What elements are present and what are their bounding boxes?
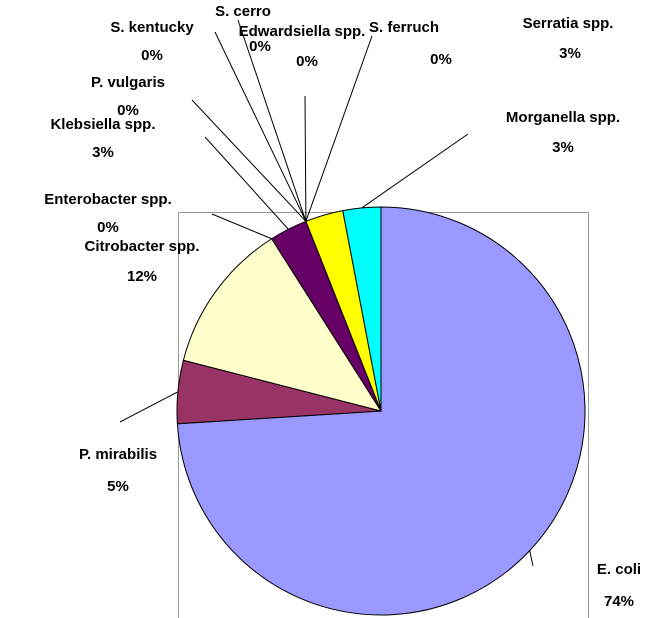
slice-value-label: 0% [430,51,452,68]
slice-value-label: 0% [117,102,139,119]
leader-line [211,213,272,240]
slice-label: Klebsiella spp. [50,116,155,133]
leader-line [191,99,307,222]
slice-label: E. coli [597,561,641,578]
slice-label: P. vulgaris [91,74,165,91]
slice-label: Citrobacter spp. [84,238,199,255]
leader-line [237,19,307,222]
slice-label: S. cerro [215,3,271,20]
slice-value-label: 0% [296,53,318,70]
leader-line [304,95,307,222]
slice-label: Edwardsiella spp. [239,23,366,40]
pie-slice [182,238,383,412]
leader-line [305,35,373,222]
slice-value-label: 12% [127,268,157,285]
slice-value-label: 74% [604,593,634,610]
slice-value-label: 3% [552,139,574,156]
leader-line [214,31,307,222]
leader-line [529,550,534,567]
slice-value-label: 0% [97,219,119,236]
slice-value-label: 5% [107,478,129,495]
leader-line [119,391,179,423]
slice-value-label: 3% [92,144,114,161]
slice-label: Morganella spp. [506,109,620,126]
leader-line [361,133,469,209]
slice-value-label: 0% [249,38,271,55]
slice-label: S. kentucky [110,19,194,36]
slice-label: S. ferruch [369,19,439,36]
slice-label: P. mirabilis [79,446,157,463]
leader-line [204,136,289,230]
slice-value-label: 3% [559,45,581,62]
slice-label: Enterobacter spp. [44,191,172,208]
slice-label: Serratia spp. [523,15,614,32]
slice-value-label: 0% [141,47,163,64]
